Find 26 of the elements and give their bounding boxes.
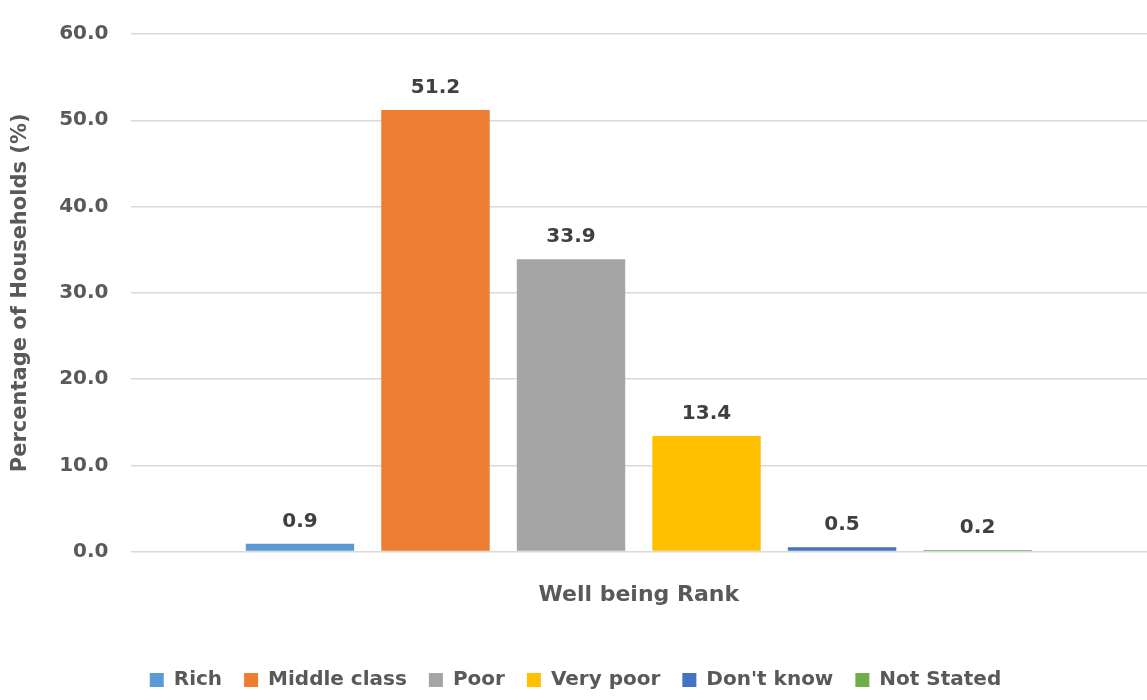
y-tick-label: 40.0	[59, 192, 109, 217]
y-tick-label: 10.0	[59, 451, 109, 476]
x-axis-title: Well being Rank	[538, 580, 741, 606]
data-label: 13.4	[681, 400, 732, 425]
legend-label: Don't know	[706, 666, 834, 691]
data-label: 0.2	[959, 514, 996, 539]
y-tick-label: 20.0	[59, 365, 109, 390]
y-axis-title: Percentage of Households (%)	[7, 113, 32, 473]
legend-label: Not Stated	[879, 666, 1002, 691]
y-tick-label: 60.0	[59, 20, 109, 45]
bar	[652, 436, 761, 551]
data-label: 33.9	[546, 223, 596, 248]
legend-label: Very poor	[550, 666, 661, 691]
bar	[516, 259, 626, 551]
data-label: 0.9	[282, 508, 318, 533]
y-tick-label: 50.0	[59, 106, 109, 131]
bar	[245, 543, 355, 551]
legend-label: Rich	[173, 666, 223, 691]
legend-label: Middle class	[268, 666, 407, 691]
bar	[381, 109, 490, 551]
y-tick-label: 30.0	[59, 279, 109, 303]
y-tick-label: 0.0	[73, 537, 109, 562]
legend-label: Poor	[452, 666, 506, 691]
bar	[787, 547, 897, 551]
data-label: 51.2	[410, 74, 461, 99]
data-label: 0.5	[824, 511, 860, 536]
